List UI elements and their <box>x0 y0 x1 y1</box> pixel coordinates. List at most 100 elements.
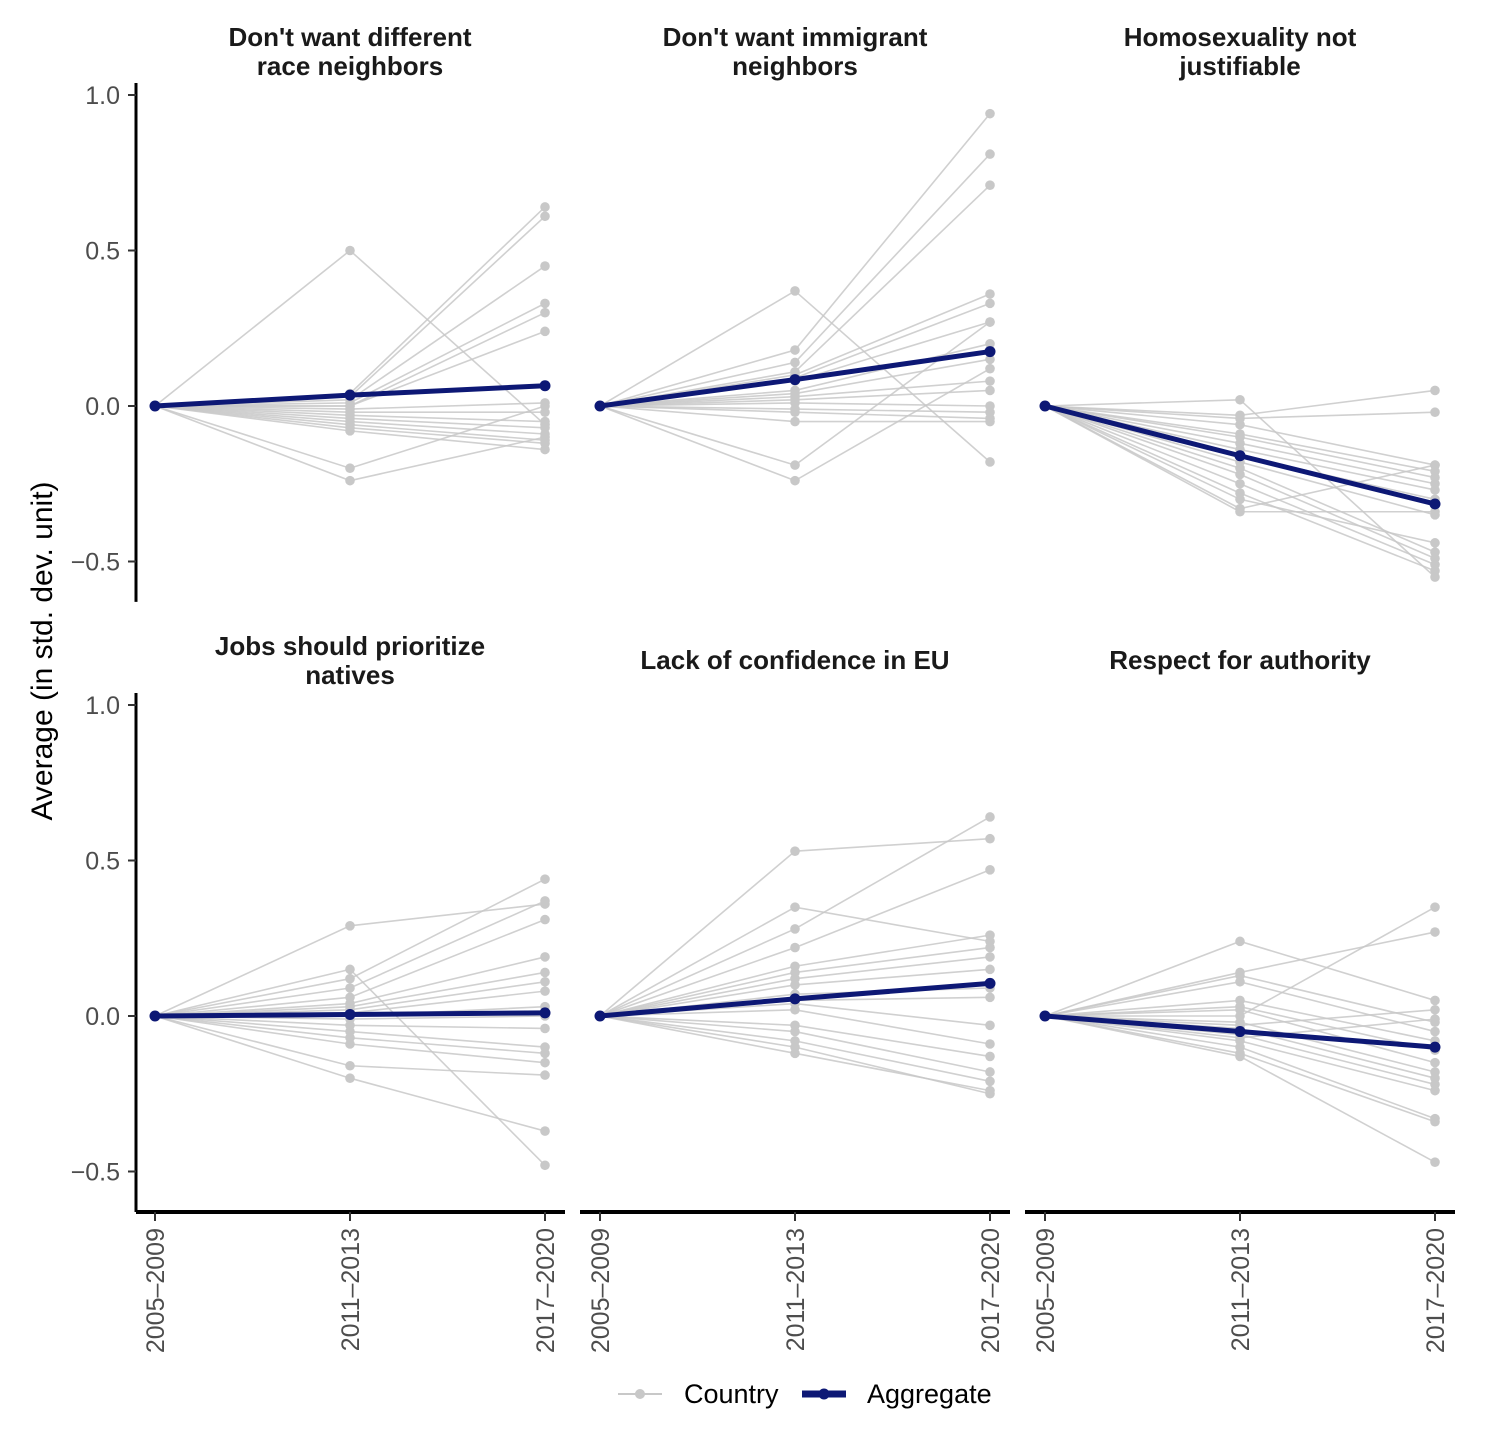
panel-5: Lack of confidence in EU <box>594 645 996 1099</box>
x-tick-label: 2017–2020 <box>977 1228 1005 1353</box>
legend-aggregate-label: Aggregate <box>867 1379 992 1409</box>
legend-country-swatch-point <box>635 1389 645 1399</box>
panel-title-line-1: Don't want different <box>228 22 471 52</box>
x-tick-label: 2011–2013 <box>782 1228 810 1351</box>
legend-aggregate-swatch-point <box>818 1388 830 1400</box>
country-point <box>1430 1085 1440 1096</box>
country-point <box>1430 485 1440 495</box>
country-point <box>790 1004 800 1015</box>
country-point <box>345 426 355 436</box>
country-point <box>790 942 800 953</box>
aggregate-point <box>539 380 551 392</box>
country-point <box>540 432 550 442</box>
country-point <box>1430 566 1440 576</box>
panel-6: Respect for authority <box>1039 645 1441 1167</box>
country-point <box>540 1048 550 1059</box>
country-point <box>790 407 800 418</box>
country-point <box>345 475 355 486</box>
aggregate-point <box>1039 1010 1051 1022</box>
country-point <box>985 180 995 190</box>
country-point <box>985 317 995 327</box>
panel-title: Respect for authority <box>1109 645 1371 675</box>
country-point <box>985 952 995 962</box>
x-tick-label: 2011–2013 <box>1227 1228 1255 1351</box>
country-point <box>985 376 995 386</box>
country-point <box>985 1088 995 1099</box>
country-point <box>1430 385 1440 396</box>
country-point <box>1430 1116 1440 1127</box>
country-point <box>540 444 550 455</box>
country-point <box>1235 976 1245 987</box>
x-tick-label: 2011–2013 <box>337 1228 365 1351</box>
aggregate-point <box>1039 400 1051 412</box>
country-series <box>150 211 550 411</box>
country-point <box>540 1070 550 1080</box>
country-point <box>985 1076 995 1087</box>
country-point <box>540 967 550 978</box>
panels-layer: 1.0 0.5 0.0 −0.5 1.0 0.5 0.0 −0.5 2005–2009 2011–… <box>71 22 1455 1353</box>
aggregate-series <box>594 977 996 1022</box>
country-point <box>790 980 800 990</box>
aggregate-point <box>149 400 161 412</box>
country-point <box>790 460 800 470</box>
country-point <box>345 1039 355 1049</box>
country-point <box>1430 1157 1440 1167</box>
country-point <box>985 1039 995 1049</box>
country-point <box>345 964 355 975</box>
x-axis-col-2: 2005–2009 2011–2013 2017–2020 <box>580 1210 1010 1353</box>
country-point <box>985 298 995 309</box>
country-point <box>540 896 550 906</box>
country-point <box>540 211 550 222</box>
country-point <box>1430 927 1440 937</box>
country-point <box>540 986 550 996</box>
country-point <box>540 1160 550 1171</box>
country-point <box>985 363 995 374</box>
country-point <box>985 1067 995 1077</box>
x-tick-label: 2017–2020 <box>1422 1228 1450 1353</box>
x-axis-col-3: 2005–2009 2011–2013 2017–2020 <box>1025 1210 1455 1353</box>
country-point <box>345 921 355 931</box>
country-point <box>790 416 800 427</box>
country-point <box>985 833 995 844</box>
country-point <box>540 307 550 318</box>
y-tick-label: 0.0 <box>85 1003 120 1031</box>
country-point <box>985 964 995 975</box>
aggregate-series <box>594 346 996 412</box>
aggregate-point <box>984 977 996 989</box>
legend-country-label: Country <box>684 1379 779 1409</box>
country-point <box>1430 1004 1440 1015</box>
panel-title-line-2: justifiable <box>1178 51 1300 81</box>
country-point <box>345 1060 355 1071</box>
country-series <box>150 202 550 411</box>
legend: Country Aggregate <box>618 1379 992 1409</box>
country-point <box>540 914 550 925</box>
aggregate-point <box>594 400 606 412</box>
country-point <box>985 992 995 1003</box>
country-point <box>1430 506 1440 517</box>
y-tick-label: 0.5 <box>85 238 120 266</box>
aggregate-point <box>1429 1041 1441 1053</box>
country-point <box>540 1023 550 1034</box>
country-point <box>790 924 800 934</box>
aggregate-point <box>344 1008 356 1020</box>
country-point <box>1430 460 1440 470</box>
aggregate-point <box>149 1010 161 1022</box>
country-point <box>1235 506 1245 517</box>
country-point <box>1235 419 1245 430</box>
country-point <box>345 973 355 984</box>
aggregate-series <box>149 380 551 412</box>
aggregate-point <box>1429 498 1441 510</box>
country-point <box>790 475 800 486</box>
x-tick-label: 2005–2009 <box>142 1228 170 1353</box>
aggregate-point <box>1234 1026 1246 1038</box>
panel-title-line-1: Jobs should prioritize <box>215 631 485 661</box>
country-point <box>790 1042 800 1052</box>
country-series <box>595 401 995 427</box>
country-point <box>985 339 995 349</box>
panel-title: Lack of confidence in EU <box>640 645 949 675</box>
country-point <box>985 108 995 119</box>
country-point <box>985 416 995 427</box>
country-point <box>1430 1057 1440 1068</box>
